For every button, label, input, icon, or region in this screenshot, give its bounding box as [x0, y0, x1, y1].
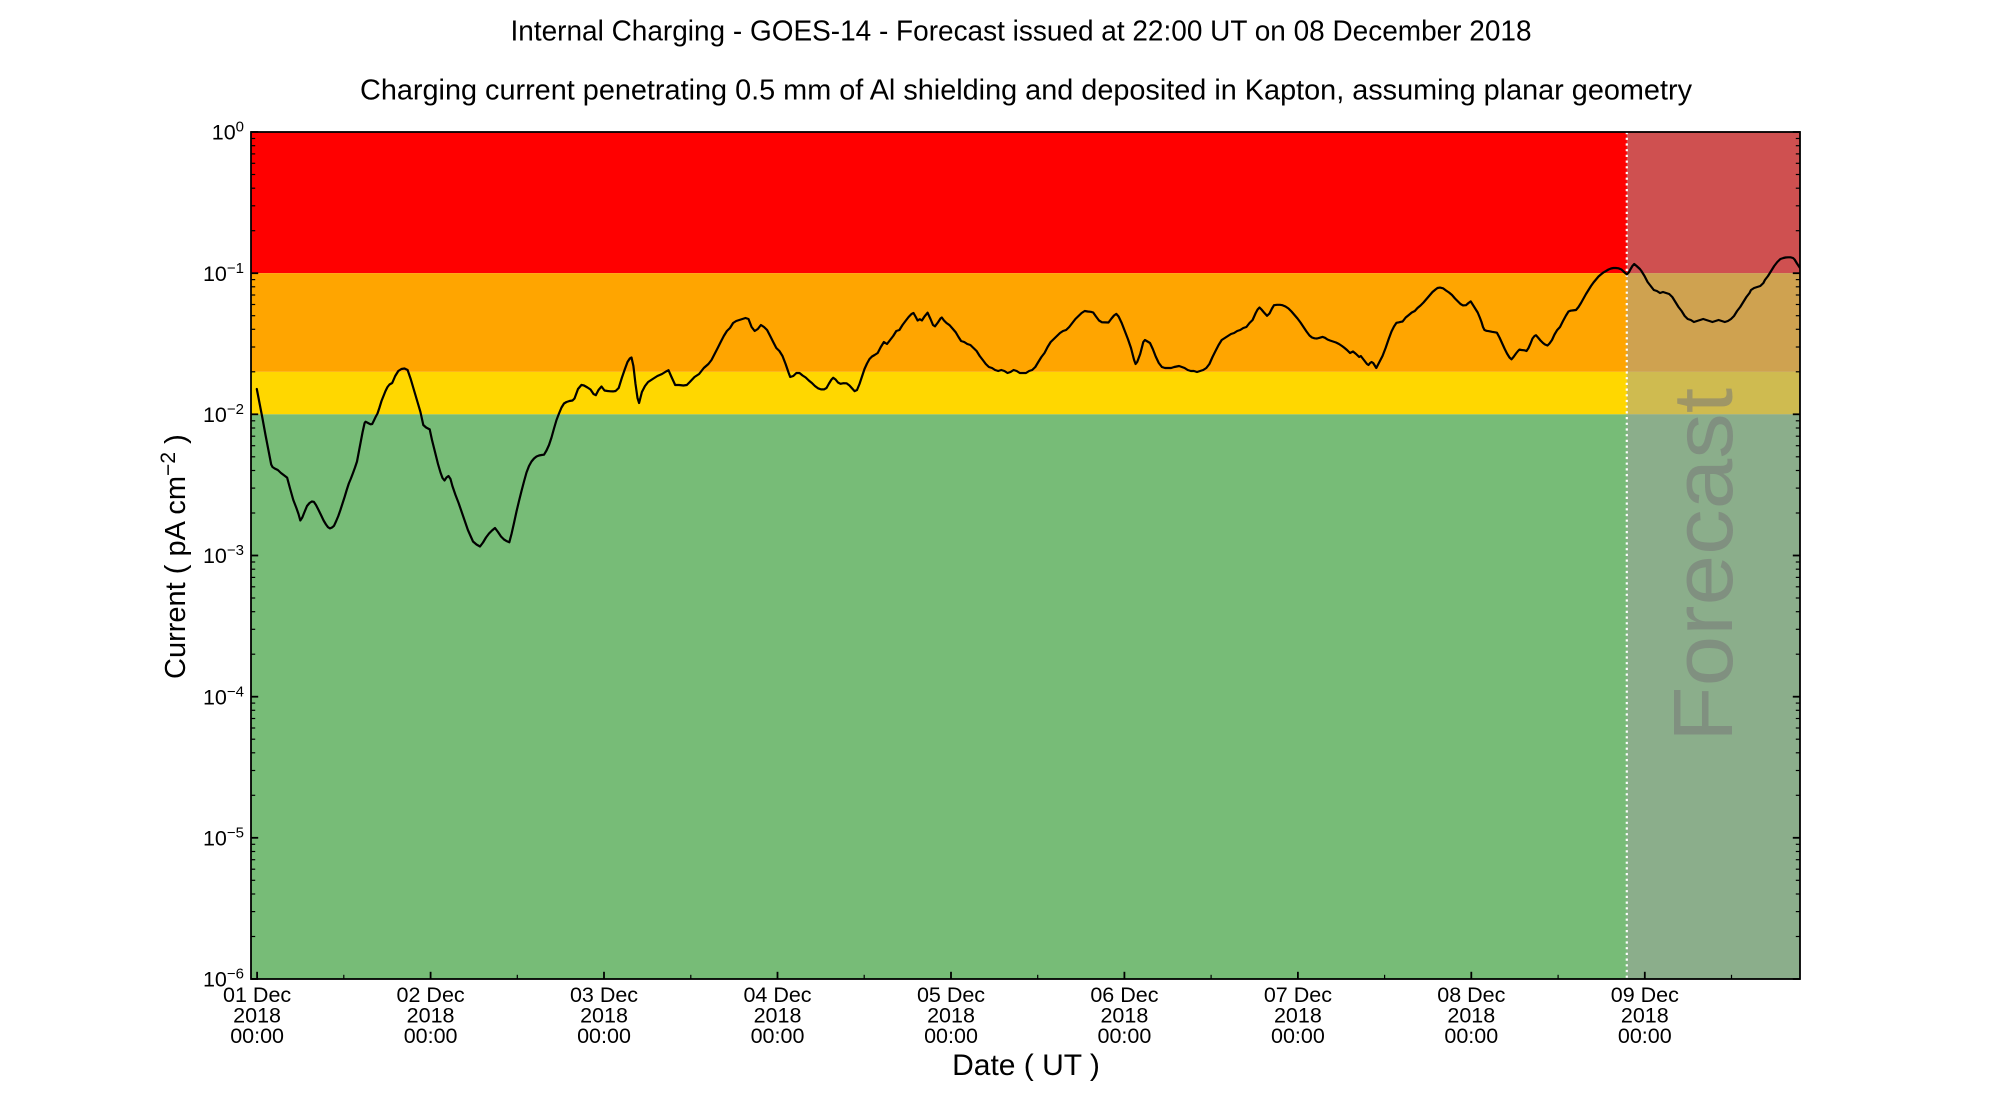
svg-text:2018: 2018: [754, 1004, 802, 1028]
svg-text:10−1: 10−1: [203, 260, 244, 286]
svg-text:Forecast: Forecast: [1656, 388, 1750, 742]
svg-text:07 Dec: 07 Dec: [1264, 983, 1332, 1007]
svg-text:08 Dec: 08 Dec: [1437, 983, 1505, 1007]
svg-text:10−5: 10−5: [203, 824, 244, 850]
svg-text:2018: 2018: [580, 1004, 628, 1028]
svg-text:03 Dec: 03 Dec: [570, 983, 638, 1007]
svg-text:2018: 2018: [1274, 1004, 1322, 1028]
svg-text:2018: 2018: [407, 1004, 455, 1028]
svg-text:00:00: 00:00: [1271, 1024, 1325, 1048]
svg-text:00:00: 00:00: [1444, 1024, 1498, 1048]
svg-text:00:00: 00:00: [230, 1024, 284, 1048]
svg-text:2018: 2018: [1447, 1004, 1495, 1028]
svg-text:Internal Charging - GOES-14 -: Internal Charging - GOES-14 - Forecast i…: [511, 16, 1532, 48]
svg-text:2018: 2018: [927, 1004, 975, 1028]
svg-text:100: 100: [212, 119, 244, 145]
svg-text:02 Dec: 02 Dec: [397, 983, 465, 1007]
svg-text:2018: 2018: [1100, 1004, 1148, 1028]
svg-text:00:00: 00:00: [1097, 1024, 1151, 1048]
svg-text:Date ( UT ): Date ( UT ): [952, 1049, 1100, 1082]
svg-text:Current ( pA cm−2 ): Current ( pA cm−2 ): [157, 434, 192, 679]
svg-text:01 Dec: 01 Dec: [223, 983, 291, 1007]
svg-text:04 Dec: 04 Dec: [743, 983, 811, 1007]
svg-text:Charging current penetrating 0: Charging current penetrating 0.5 mm of A…: [360, 75, 1692, 107]
svg-text:00:00: 00:00: [751, 1024, 805, 1048]
svg-text:05 Dec: 05 Dec: [917, 983, 985, 1007]
svg-text:2018: 2018: [1621, 1004, 1669, 1028]
svg-text:2018: 2018: [233, 1004, 281, 1028]
svg-text:10−3: 10−3: [203, 542, 244, 568]
svg-text:06 Dec: 06 Dec: [1090, 983, 1158, 1007]
svg-text:00:00: 00:00: [924, 1024, 978, 1048]
svg-text:10−2: 10−2: [203, 401, 244, 427]
svg-text:00:00: 00:00: [404, 1024, 458, 1048]
svg-text:00:00: 00:00: [577, 1024, 631, 1048]
svg-text:09 Dec: 09 Dec: [1611, 983, 1679, 1007]
svg-text:10−4: 10−4: [203, 683, 244, 709]
svg-text:10−6: 10−6: [203, 966, 244, 992]
svg-text:00:00: 00:00: [1618, 1024, 1672, 1048]
